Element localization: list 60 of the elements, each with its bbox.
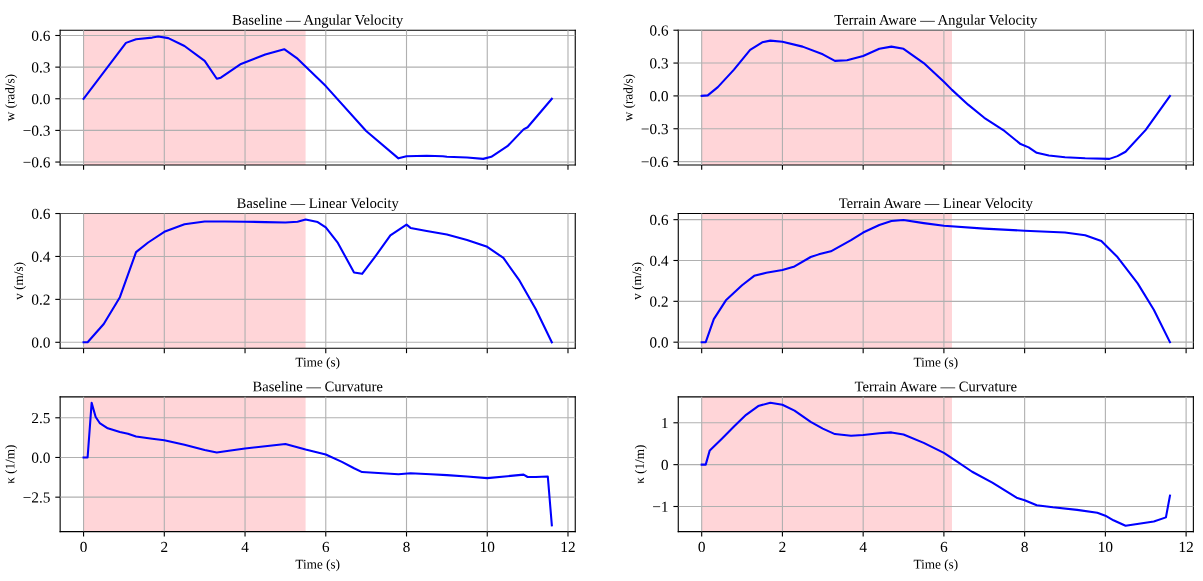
line-series (700, 39, 1171, 160)
y-axis-title: v (m/s) (13, 262, 26, 300)
x-tick-label: 8 (1021, 541, 1028, 553)
x-tick-label: 8 (403, 541, 410, 553)
chart-title: Baseline — Angular Velocity (232, 14, 404, 28)
x-tick-label: 0 (698, 541, 705, 553)
line-series (700, 401, 1171, 527)
x-tick-label: 2 (161, 541, 168, 552)
y-tick-label: 0.4 (31, 251, 51, 262)
y-tick-label: −0.6 (23, 157, 50, 168)
x-axis-title: Time (s) (913, 559, 958, 572)
chart-title: Baseline — Linear Velocity (237, 197, 399, 212)
x-tick-label: 4 (241, 541, 249, 552)
y-tick-label: −1 (653, 501, 668, 512)
y-tick-label: 0.4 (650, 255, 669, 267)
y-axis-title: v (m/s) (631, 262, 644, 300)
y-tick-label: 0.0 (650, 91, 668, 102)
x-tick-label: 6 (322, 541, 330, 553)
y-axis-title: w (rad/s) (5, 74, 18, 122)
x-tick-label: 4 (859, 541, 867, 552)
chart-title: Baseline — Curvature (252, 381, 383, 392)
x-tick-label: 12 (561, 541, 575, 552)
y-tick-label: 0.3 (650, 58, 668, 69)
y-tick-label: 0.0 (31, 452, 50, 463)
y-tick-label: 0.0 (31, 337, 50, 348)
y-axis-title: κ (1/m) (634, 445, 647, 484)
line-series (700, 219, 1171, 344)
x-tick-label: 10 (480, 541, 495, 553)
y-tick-label: 0.0 (650, 337, 668, 348)
x-axis-title: Time (s) (295, 559, 340, 572)
y-tick-label: 0.2 (31, 294, 50, 305)
y-tick-label: 2.5 (32, 412, 50, 424)
line-series (82, 401, 553, 527)
y-tick-label: −0.6 (641, 156, 669, 168)
y-tick-label: 0.0 (31, 93, 50, 105)
y-tick-label: 0 (661, 459, 668, 471)
y-tick-label: 0.6 (650, 214, 669, 226)
y-tick-label: 0.3 (31, 62, 50, 73)
line-series (82, 218, 553, 344)
chart-title: Terrain Aware — Linear Velocity (839, 197, 1033, 212)
x-axis-title: Time (s) (913, 357, 958, 370)
chart-title: Terrain Aware — Curvature (854, 381, 1017, 392)
chart-title: Terrain Aware — Angular Velocity (834, 14, 1038, 28)
y-tick-label: 0.6 (31, 208, 50, 220)
y-axis-title: κ (1/m) (5, 445, 18, 484)
x-tick-label: 6 (940, 541, 948, 553)
y-tick-label: −0.3 (23, 125, 50, 136)
y-tick-label: 1 (662, 418, 668, 429)
x-tick-label: 12 (1179, 541, 1193, 552)
y-tick-label: 0.6 (31, 30, 50, 41)
x-tick-label: 10 (1099, 541, 1113, 553)
y-tick-label: −0.3 (641, 123, 668, 135)
y-tick-label: 0.6 (650, 25, 669, 36)
y-tick-label: 0.2 (650, 296, 668, 307)
line-series (82, 35, 553, 160)
x-tick-label: 2 (779, 541, 786, 552)
x-axis-title: Time (s) (295, 357, 340, 370)
y-tick-label: −2.5 (23, 492, 50, 503)
y-axis-title: w (rad/s) (623, 74, 636, 122)
x-tick-label: 0 (80, 541, 87, 553)
